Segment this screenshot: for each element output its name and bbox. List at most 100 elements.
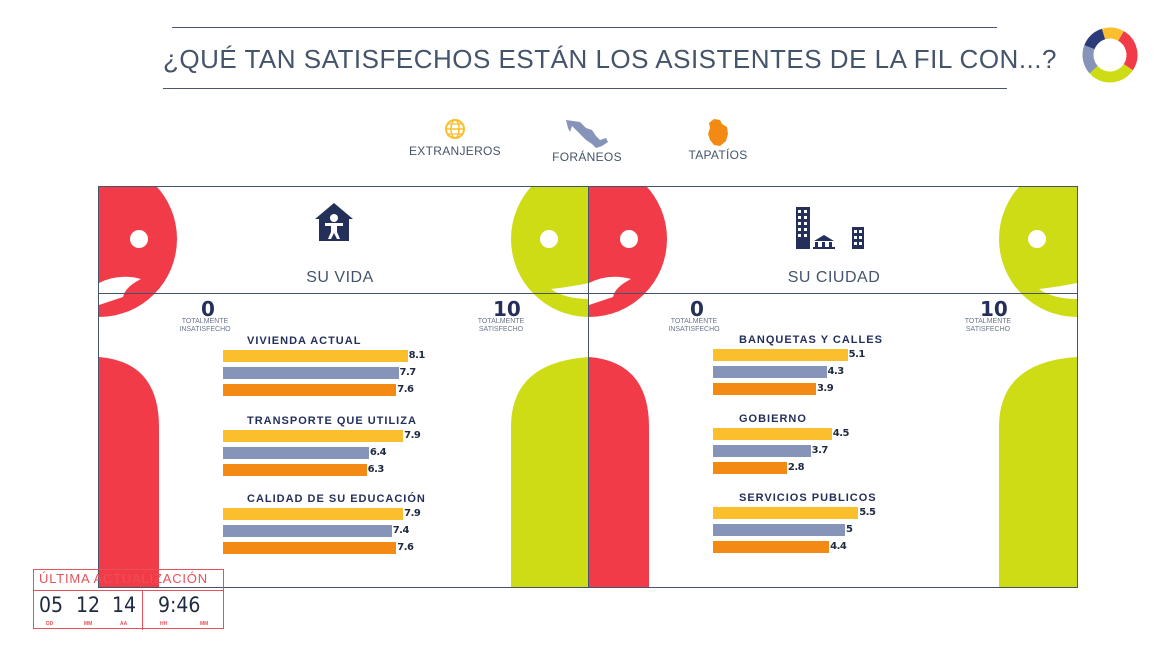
bar-tapatios <box>223 464 367 476</box>
bar-tapatios <box>713 383 816 395</box>
legend-label-tapatios: TAPATÍOS <box>688 148 748 162</box>
bar-foraneos <box>713 524 845 536</box>
bar-value-label: 6.3 <box>367 464 385 475</box>
house-person-icon <box>315 203 353 241</box>
legend-label-extranjeros: EXTRANJEROS <box>409 144 501 158</box>
last-update-title: ÚLTIMA ACTUALIZACIÓN <box>39 571 208 586</box>
bar-extranjeros <box>223 350 408 362</box>
bar-value-label: 5.1 <box>848 349 866 360</box>
update-day-label: DD <box>46 621 54 627</box>
sad-face-mouth <box>589 276 631 305</box>
faces-background <box>589 187 1077 587</box>
panel-divider <box>589 293 1077 294</box>
happy-face-head <box>511 187 588 317</box>
update-hour-label: HH <box>160 621 168 627</box>
mexico-map-icon <box>566 120 608 148</box>
bar-value-label: 3.7 <box>811 445 829 456</box>
fil-logo <box>1082 27 1138 83</box>
sad-face-mouth <box>99 276 141 305</box>
panel-divider <box>99 293 588 294</box>
bar-extranjeros <box>713 349 848 361</box>
scale-max: 10 <box>980 297 1008 321</box>
category-label: GOBIERNO <box>739 413 807 425</box>
happy-face-mouth <box>1039 283 1077 299</box>
bar-foraneos <box>223 525 392 537</box>
bar-tapatios <box>223 384 397 396</box>
bar-extranjeros <box>713 428 832 440</box>
bar-value-label: 7.9 <box>404 430 421 441</box>
update-minute-label: MM <box>200 621 209 627</box>
category-label: SERVICIOS PUBLICOS <box>739 492 877 504</box>
bar-value-label: 4.3 <box>827 366 845 377</box>
bar-value-label: 7.7 <box>399 367 417 378</box>
scale-max: 10 <box>493 297 521 321</box>
bar-value-label: 3.9 <box>816 383 834 394</box>
sad-face-eye <box>130 230 148 248</box>
panel-title-su-ciudad: SU CIUDAD <box>787 269 881 286</box>
bar-value-label: 5 <box>846 524 853 535</box>
bar-value-label: 7.4 <box>392 525 410 536</box>
legend-foraneos: FORÁNEOS <box>532 118 642 164</box>
last-update-vertical-separator <box>142 590 143 630</box>
category-label: VIVIENDA ACTUAL <box>247 335 362 347</box>
bar-value-label: 7.6 <box>397 542 414 553</box>
bar-foraneos <box>713 445 811 457</box>
bar-value-label: 7.9 <box>404 508 421 519</box>
legend-tapatios: TAPATÍOS <box>663 118 773 162</box>
globe-icon <box>445 119 465 139</box>
jalisco-map-icon <box>708 119 728 146</box>
bar-value-label: 7.6 <box>397 384 414 395</box>
panel-su-ciudad: SU CIUDAD 0 TOTALMENTE INSATISFECHO 10 T… <box>588 186 1078 588</box>
bar-value-label: 8.1 <box>408 350 426 361</box>
happy-face-body <box>999 357 1077 587</box>
scale-max-label: TOTALMENTE SATISFECHO <box>477 318 525 333</box>
update-day: 05 <box>39 593 64 617</box>
faces-background <box>99 187 588 587</box>
title-rule-bottom <box>163 88 1007 89</box>
bar-foraneos <box>713 366 827 378</box>
bar-extranjeros <box>223 508 404 520</box>
last-update-box: ÚLTIMA ACTUALIZACIÓN 05 12 14 9:46 DD MM… <box>33 569 224 630</box>
bar-value-label: 4.4 <box>830 541 847 552</box>
bar-extranjeros <box>223 430 404 442</box>
page-title: ¿QUÉ TAN SATISFECHOS ESTÁN LOS ASISTENTE… <box>163 44 1057 74</box>
update-year-label: AA <box>120 621 128 627</box>
bar-extranjeros <box>713 507 859 519</box>
panel-title-su-vida: SU VIDA <box>306 269 374 286</box>
sad-face-eye <box>620 230 638 248</box>
bar-tapatios <box>713 541 830 553</box>
bar-tapatios <box>223 542 397 554</box>
bar-value-label: 6.4 <box>369 447 387 458</box>
scale-min: 0 <box>690 297 704 321</box>
update-month: 12 <box>76 593 101 617</box>
bar-foraneos <box>223 447 369 459</box>
scale-min: 0 <box>201 297 215 321</box>
update-month-label: MM <box>84 621 93 627</box>
sad-face-body <box>99 357 159 587</box>
legend-label-foraneos: FORÁNEOS <box>552 150 622 164</box>
title-rule-top <box>172 27 997 28</box>
happy-face-mouth <box>551 283 588 299</box>
category-label: BANQUETAS Y CALLES <box>739 334 883 346</box>
last-update-separator <box>34 590 223 591</box>
bar-value-label: 4.5 <box>832 428 850 439</box>
bar-value-label: 5.5 <box>859 507 876 518</box>
happy-face-body <box>511 357 588 587</box>
scale-max-label: TOTALMENTE SATISFECHO <box>964 318 1012 333</box>
category-label: CALIDAD DE SU EDUCACIÓN <box>247 493 426 505</box>
city-buildings-icon <box>796 207 864 249</box>
sad-face-body <box>589 357 649 587</box>
update-time: 9:46 <box>158 593 201 617</box>
scale-min-label: TOTALMENTE INSATISFECHO <box>668 318 720 333</box>
happy-face-eye <box>540 230 558 248</box>
panel-su-vida: SU VIDA 0 TOTALMENTE INSATISFECHO 10 TOT… <box>98 186 588 588</box>
scale-min-label: TOTALMENTE INSATISFECHO <box>179 318 231 333</box>
happy-face-eye <box>1028 230 1046 248</box>
bar-value-label: 2.8 <box>787 462 805 473</box>
update-year: 14 <box>112 593 137 617</box>
category-label: TRANSPORTE QUE UTILIZA <box>247 415 417 427</box>
bar-foraneos <box>223 367 399 379</box>
legend-extranjeros: EXTRANJEROS <box>400 118 510 158</box>
bar-tapatios <box>713 462 787 474</box>
happy-face-head <box>999 187 1077 317</box>
